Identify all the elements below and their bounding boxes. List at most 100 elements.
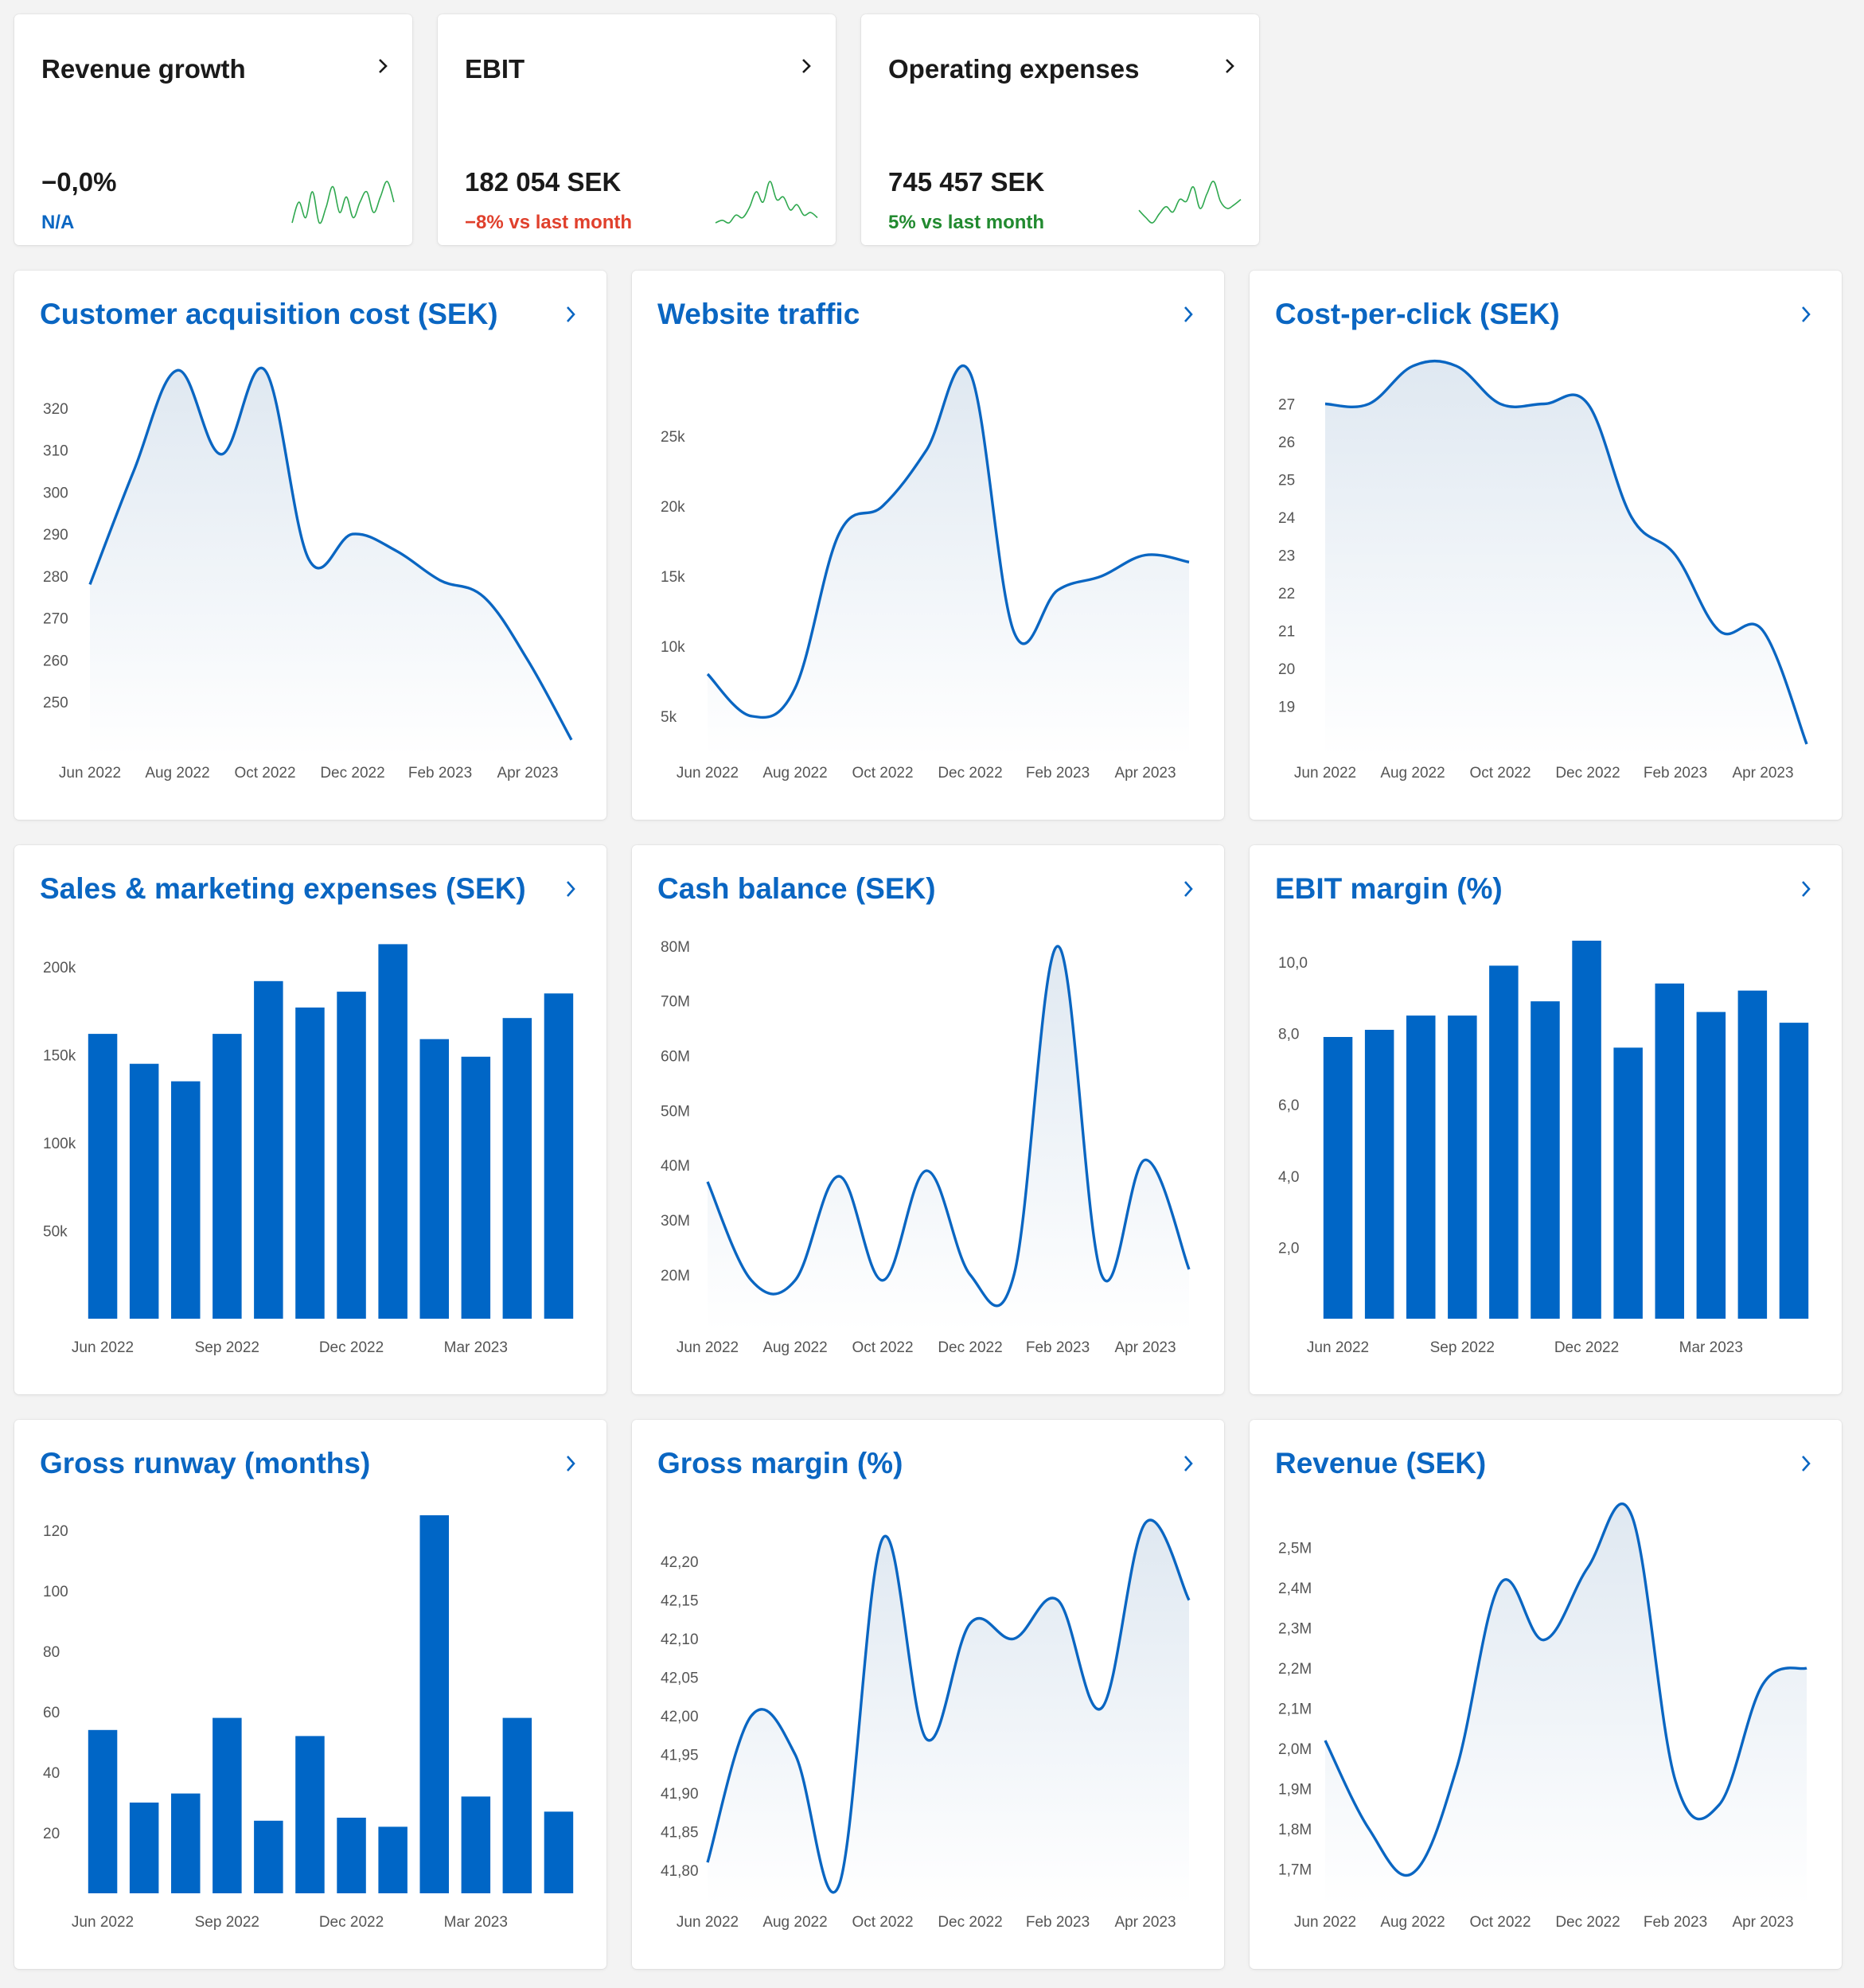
chart-title: Gross runway (months) [40,1447,371,1479]
x-tick-label: Dec 2022 [938,765,1002,782]
chevron-right-icon[interactable] [1794,1452,1818,1475]
y-tick-label: 1,8M [1278,1822,1312,1838]
chevron-right-icon[interactable] [559,302,583,326]
chart-card-sales-marketing-expenses[interactable]: Sales & marketing expenses (SEK) 50k 100k… [14,845,606,1394]
chevron-right-icon[interactable] [559,877,583,901]
y-tick-label: 100 [43,1584,68,1600]
x-tick-label: Jun 2022 [72,1339,134,1356]
x-tick-label: Dec 2022 [1554,1339,1619,1356]
chevron-right-icon[interactable] [1218,54,1242,78]
kpi-value: 745 457 SEK [888,167,1045,197]
x-tick-label: Dec 2022 [319,1914,384,1931]
bar [502,1018,532,1319]
series-line [706,1518,1191,1894]
x-tick-label: Apr 2023 [1732,765,1793,782]
y-tick-label: 42,10 [661,1631,699,1648]
x-tick-label: Jun 2022 [677,1339,739,1356]
chart: 50k 100k 150k 200k Jun 2022 Sep 2022 Dec 2022 M… [43,944,574,1356]
area-fill [1325,361,1807,756]
bar [1364,1030,1394,1319]
y-tick-label: 19 [1278,700,1295,716]
chevron-right-icon[interactable] [1176,1452,1200,1475]
y-tick-label: 25 [1278,473,1295,489]
chart-card-customer-acquisition-cost[interactable]: Customer acquisition cost (SEK) 250 260 27… [14,271,606,820]
x-tick-label: Dec 2022 [938,1914,1002,1931]
y-tick-label: 22 [1278,586,1295,602]
sparkline [291,181,395,224]
y-tick-label: 8,0 [1278,1027,1299,1043]
chart-card-cost-per-click[interactable]: Cost-per-click (SEK) 19 20 21 22 23 24 25 26 27 J… [1250,271,1842,820]
sparkline-line [291,181,395,224]
chart-card-website-traffic[interactable]: Website traffic 5k 10k 15k 20k 25k Jun 2022 Au… [632,271,1224,820]
y-tick-label: 200k [43,960,76,976]
bar [1489,965,1519,1319]
x-tick-label: Mar 2023 [1679,1339,1743,1356]
x-tick-label: Dec 2022 [1555,765,1620,782]
y-tick-label: 2,4M [1278,1581,1312,1597]
x-tick-label: Oct 2022 [852,765,913,782]
chart-card-revenue[interactable]: Revenue (SEK) 1,7M 1,8M 1,9M 2,0M 2,1M 2,2M 2,… [1250,1420,1842,1969]
chart-card-ebit-margin[interactable]: EBIT margin (%) 2,0 4,0 6,0 8,0 10,0 Jun 2022… [1250,845,1842,1394]
kpi-card-operating-expenses[interactable]: Operating expenses 745 457 SEK 5% vs las… [861,14,1259,245]
area-fill [708,1520,1189,1905]
bar [295,1008,325,1319]
bar [461,1056,491,1319]
chevron-right-icon[interactable] [794,54,818,78]
y-tick-label: 20M [661,1268,690,1284]
y-tick-label: 40M [661,1158,690,1175]
bar [129,1803,159,1893]
x-tick-label: Dec 2022 [1555,1914,1620,1931]
y-tick-label: 280 [43,569,68,586]
y-tick-label: 80M [661,939,690,956]
x-tick-label: Feb 2023 [1026,1339,1090,1356]
y-tick-label: 41,85 [661,1824,699,1841]
area-fill [90,368,571,756]
bar [1696,1012,1726,1319]
y-tick-label: 41,90 [661,1786,699,1803]
y-tick-label: 41,95 [661,1748,699,1764]
x-tick-label: Sep 2022 [1430,1339,1495,1356]
y-tick-label: 310 [43,443,68,460]
y-tick-label: 4,0 [1278,1169,1299,1186]
x-tick-label: Jun 2022 [1294,765,1356,782]
bar [1448,1015,1477,1319]
chart-card-cash-balance[interactable]: Cash balance (SEK) 20M 30M 40M 50M 60M 70M 80M… [632,845,1224,1394]
bar [1531,1001,1560,1319]
bar [171,1081,201,1319]
chart-card-gross-margin[interactable]: Gross margin (%) 41,80 41,85 41,90 41,95 42,… [632,1420,1224,1969]
chevron-right-icon[interactable] [1176,877,1200,901]
chart-title: Sales & marketing expenses (SEK) [40,872,526,905]
x-tick-label: Feb 2023 [1026,765,1090,782]
x-tick-label: Dec 2022 [320,765,384,782]
y-tick-label: 27 [1278,397,1295,414]
chart: 5k 10k 15k 20k 25k Jun 2022 Aug 2022 Oct 2022 De… [661,364,1190,782]
chevron-right-icon[interactable] [1794,302,1818,326]
x-tick-label: Oct 2022 [234,765,295,782]
area-fill [708,945,1189,1331]
kpi-title: EBIT [465,54,525,84]
y-tick-label: 70M [661,994,690,1011]
y-tick-label: 1,9M [1278,1782,1312,1799]
bar [1572,941,1601,1319]
kpi-card-ebit[interactable]: EBIT 182 054 SEK −8% vs last month [438,14,836,245]
y-tick-label: 23 [1278,548,1295,565]
bar [1323,1037,1353,1319]
x-tick-label: Dec 2022 [319,1339,384,1356]
x-tick-label: Feb 2023 [1644,765,1707,782]
x-tick-label: Feb 2023 [408,765,472,782]
bar [88,1729,118,1893]
x-tick-label: Mar 2023 [444,1914,508,1931]
bar [295,1736,325,1893]
y-tick-label: 42,05 [661,1670,699,1687]
kpi-change: −8% vs last month [465,212,633,233]
bar [378,944,408,1319]
chevron-right-icon[interactable] [1176,302,1200,326]
chevron-right-icon[interactable] [559,1452,583,1475]
x-tick-label: Oct 2022 [852,1914,913,1931]
kpi-card-revenue-growth[interactable]: Revenue growth −0,0% N/A [14,14,412,245]
y-tick-label: 2,0M [1278,1741,1312,1758]
chevron-right-icon[interactable] [1794,877,1818,901]
chart-card-gross-runway[interactable]: Gross runway (months) 20 40 60 80 100 120 Jun … [14,1420,606,1969]
chevron-right-icon[interactable] [371,54,395,78]
y-tick-label: 20 [43,1826,60,1842]
